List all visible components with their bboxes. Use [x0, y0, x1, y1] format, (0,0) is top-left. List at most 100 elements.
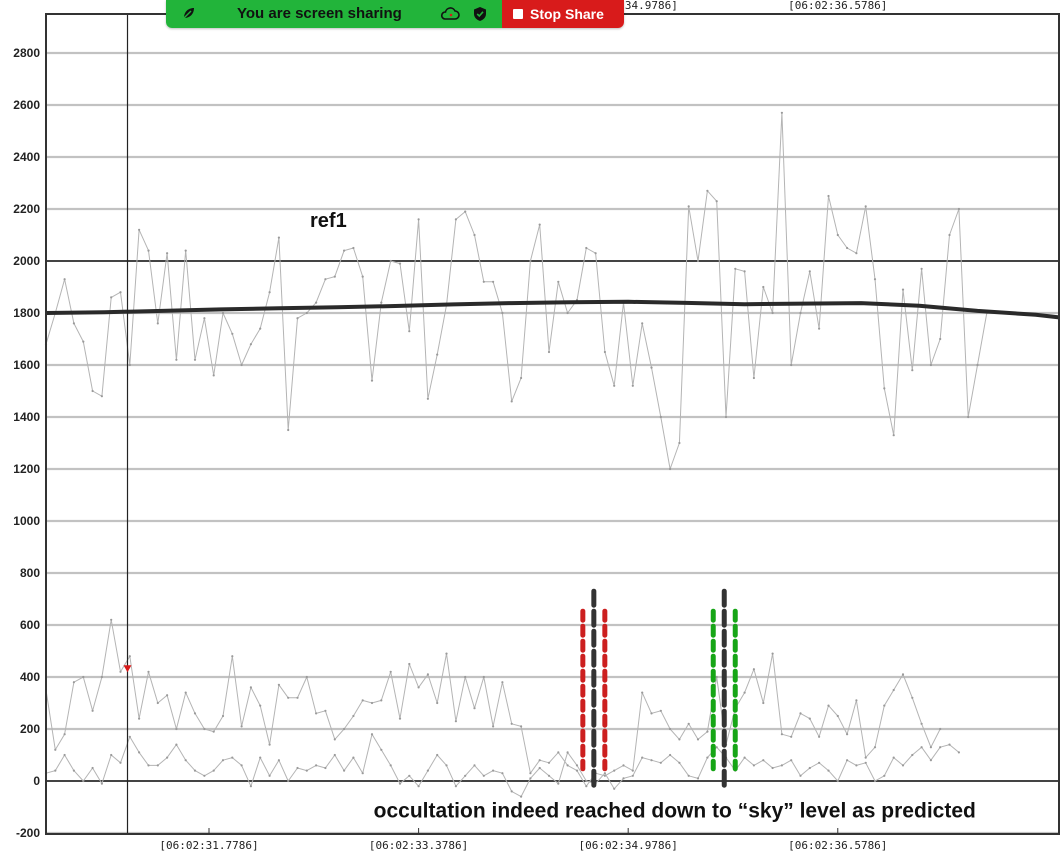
data-point [696, 259, 700, 263]
data-point [557, 751, 560, 754]
data-point [855, 764, 858, 767]
data-point [315, 764, 318, 767]
data-point [343, 249, 346, 252]
data-point [63, 733, 66, 736]
y-tick-label: 1800 [13, 306, 40, 320]
data-point [315, 712, 318, 715]
data-point [231, 655, 234, 658]
data-point [855, 699, 858, 702]
data-point [864, 205, 867, 208]
data-point [650, 366, 653, 369]
data-point [184, 691, 187, 694]
data-point [603, 774, 607, 777]
data-point [436, 753, 439, 757]
data-point [650, 759, 653, 762]
data-point [911, 369, 914, 372]
data-point [212, 769, 215, 772]
data-point [771, 766, 774, 770]
data-point [343, 769, 346, 772]
data-point [277, 236, 280, 239]
data-point [110, 296, 113, 299]
data-point [212, 730, 215, 733]
data-point [510, 722, 513, 725]
data-point [175, 358, 178, 361]
cursor-marker [123, 665, 132, 673]
data-point [967, 415, 970, 419]
data-point [818, 327, 821, 330]
data-point [771, 652, 774, 655]
data-point [370, 379, 374, 382]
y-tick-label: 0 [33, 774, 40, 788]
data-point [501, 772, 504, 775]
data-point [538, 766, 541, 770]
data-point [538, 223, 541, 226]
data-point [203, 317, 206, 320]
data-point [585, 779, 588, 783]
data-point [147, 670, 150, 673]
data-point [184, 759, 187, 762]
stop-share-button[interactable]: Stop Share [502, 0, 624, 28]
data-point [976, 363, 979, 367]
data-point [436, 353, 439, 356]
stop-square-icon [513, 9, 523, 19]
data-point [380, 748, 383, 751]
data-point [464, 210, 467, 213]
data-point [706, 756, 709, 759]
data-point [883, 704, 886, 707]
data-point [547, 774, 551, 777]
data-point [417, 785, 420, 788]
data-point [119, 761, 122, 764]
data-point [892, 688, 895, 692]
data-point [128, 363, 131, 367]
data-point [473, 707, 476, 710]
data-point [147, 764, 150, 767]
data-point [566, 751, 569, 754]
data-point [827, 704, 830, 707]
data-point [203, 774, 206, 777]
shield-icon[interactable] [473, 6, 487, 22]
data-point [212, 374, 215, 377]
data-point [110, 753, 113, 757]
data-point [128, 735, 131, 738]
time-cursor[interactable] [123, 14, 132, 834]
data-point [780, 733, 784, 736]
data-point [641, 756, 644, 759]
data-point [529, 777, 532, 780]
data-point [631, 774, 634, 777]
data-point [892, 434, 895, 437]
data-point [790, 363, 793, 367]
data-point [696, 738, 700, 741]
data-point [520, 376, 523, 380]
data-point [492, 280, 495, 283]
data-point [873, 278, 877, 281]
data-point [557, 782, 560, 785]
x-tick-label: [06:02:34.9786] [579, 839, 678, 852]
data-point [72, 681, 75, 684]
data-point [277, 759, 280, 762]
data-point [762, 285, 765, 289]
data-point [957, 207, 961, 211]
data-point [408, 330, 411, 333]
data-point [603, 772, 607, 775]
data-point [175, 743, 178, 746]
data-point [417, 218, 420, 221]
data-point [324, 278, 327, 281]
data-point [669, 467, 672, 471]
data-point [743, 756, 746, 759]
y-tick-label: 800 [20, 566, 40, 580]
data-point [659, 709, 662, 712]
data-point [138, 717, 141, 720]
data-point [808, 270, 811, 273]
data-point [370, 701, 374, 705]
data-point [622, 777, 625, 780]
data-point [296, 696, 299, 699]
data-point [119, 670, 122, 673]
data-point [389, 764, 392, 767]
data-point [156, 322, 159, 325]
data-point [72, 322, 75, 325]
data-point [193, 769, 197, 772]
data-point [82, 340, 85, 343]
data-point [464, 774, 467, 777]
data-point [520, 725, 523, 728]
cloud-icon[interactable] [440, 6, 460, 22]
